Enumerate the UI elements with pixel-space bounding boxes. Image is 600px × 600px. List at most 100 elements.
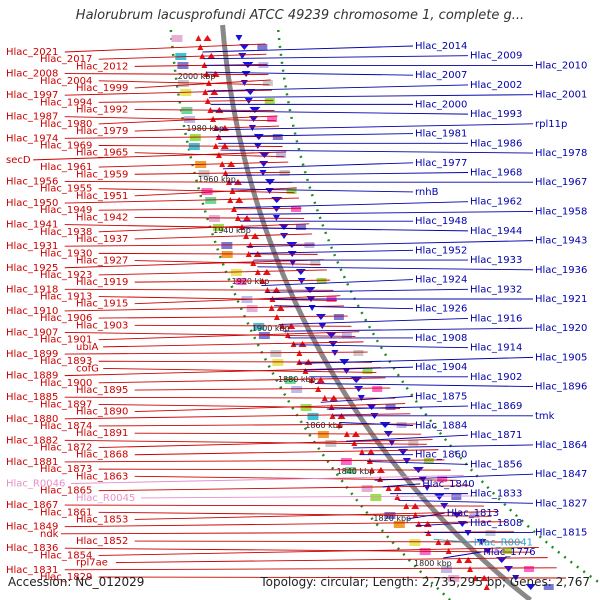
left-label-connector — [140, 495, 478, 499]
feature-box — [275, 152, 286, 158]
right-gene-label: Hlac_1981 — [415, 129, 467, 140]
feature-box — [310, 260, 321, 266]
left-gene-label: Hlac_2017 — [40, 54, 92, 65]
left-label-connector — [98, 80, 270, 86]
left-label-connector — [134, 324, 352, 327]
left-label-connector — [134, 171, 291, 175]
left-gene-label: Hlac_1867 — [6, 500, 58, 511]
reverse-gene-arrow — [258, 152, 270, 158]
left-label-connector — [134, 403, 406, 413]
forward-gene-arrow — [445, 548, 452, 554]
right-label-connector — [205, 71, 414, 76]
right-gene-label: rnhB — [415, 187, 439, 198]
left-gene-label: Hlac_1895 — [76, 385, 128, 396]
feature-box — [188, 143, 200, 150]
left-gene-label: Hlac_1923 — [40, 270, 92, 281]
right-gene-label: Hlac_2010 — [535, 60, 587, 71]
right-gene-label: Hlac_1833 — [470, 489, 522, 500]
right-gene-label: Hlac_2001 — [535, 90, 587, 101]
feature-box — [177, 80, 189, 87]
right-label-connector — [220, 149, 534, 154]
forward-gene-arrow — [316, 377, 325, 383]
right-label-connector — [433, 538, 472, 543]
feature-box — [372, 386, 383, 392]
right-label-connector — [216, 133, 414, 138]
right-label-connector — [225, 172, 469, 176]
right-label-connector — [415, 522, 469, 527]
right-gene-label: Hlac_1871 — [470, 430, 522, 441]
right-gene-label: Hlac_1933 — [470, 255, 522, 266]
right-gene-label: Hlac_1808 — [470, 518, 522, 529]
left-gene-label: Hlac_1927 — [76, 256, 128, 267]
right-label-connector — [261, 279, 414, 286]
left-label-connector — [64, 288, 334, 291]
right-label-connector — [320, 395, 414, 403]
feature-box — [171, 35, 183, 42]
forward-gene-arrow — [268, 305, 275, 311]
forward-gene-arrow — [195, 35, 202, 41]
right-gene-label: Hlac_1978 — [535, 148, 587, 159]
right-gene-label: Hlac_1993 — [470, 109, 522, 120]
feature-box — [258, 62, 269, 68]
left-gene-label: Hlac_2021 — [6, 47, 58, 58]
left-gene-label: Hlac_1915 — [76, 299, 128, 310]
scale-tick-label: 1820 kbp — [373, 514, 411, 523]
left-label-connector — [98, 377, 386, 384]
forward-gene-arrow — [464, 557, 473, 563]
left-gene-label: Hlac_1899 — [6, 349, 58, 360]
reverse-gene-arrow — [418, 476, 428, 482]
right-label-connector — [314, 383, 534, 388]
feature-box — [316, 278, 327, 284]
right-gene-label: Hlac_1936 — [535, 265, 587, 276]
left-gene-label: Hlac_1937 — [76, 234, 128, 245]
feature-box — [408, 440, 419, 446]
reverse-gene-arrow — [240, 80, 248, 86]
reverse-gene-arrow — [241, 71, 251, 77]
left-label-connector — [134, 511, 499, 520]
right-gene-label: Hlac_1896 — [535, 382, 587, 393]
left-gene-label: Hlac_1950 — [6, 198, 58, 209]
left-label-connector — [134, 449, 439, 456]
right-gene-label: Hlac_1813 — [447, 508, 499, 519]
right-gene-label: Hlac_R0041 — [474, 537, 533, 548]
forward-gene-arrow — [467, 566, 474, 572]
left-gene-label: ubiA — [76, 342, 98, 353]
reverse-gene-arrow — [280, 233, 289, 239]
scale-ring-1 — [276, 29, 600, 585]
right-label-connector — [249, 249, 414, 254]
feature-box — [307, 413, 319, 420]
feature-box — [344, 467, 356, 474]
left-gene-label: Hlac_2012 — [76, 61, 128, 72]
feature-box — [291, 386, 303, 393]
scale-tick-label: 1920 kbp — [232, 277, 270, 286]
left-label-connector — [134, 432, 422, 435]
feature-box — [441, 566, 453, 573]
left-label-connector — [64, 89, 272, 96]
left-gene-label: Hlac_1900 — [40, 378, 92, 389]
left-gene-label: Hlac_1913 — [40, 292, 92, 303]
right-label-connector — [326, 405, 469, 410]
feature-box — [485, 530, 496, 536]
left-gene-label: Hlac_1910 — [6, 306, 58, 317]
left-label-connector — [98, 315, 348, 319]
left-gene-label: Hlac_1881 — [6, 457, 58, 468]
left-label-connector — [33, 151, 287, 161]
reverse-gene-arrow — [289, 260, 297, 266]
right-label-connector — [233, 201, 469, 209]
left-gene-label: Hlac_2008 — [6, 69, 58, 80]
right-label-connector — [203, 55, 469, 60]
left-label-connector — [64, 305, 345, 312]
forward-gene-arrow — [336, 422, 343, 428]
left-gene-label: Hlac_2004 — [40, 76, 92, 87]
left-label-connector — [98, 403, 401, 409]
right-label-connector — [443, 551, 482, 559]
left-gene-label: Hlac_1863 — [76, 471, 128, 482]
reverse-gene-arrow — [259, 161, 269, 167]
left-label-connector — [64, 367, 381, 377]
reverse-gene-arrow — [297, 278, 306, 284]
left-gene-label: Hlac_1925 — [6, 263, 58, 274]
forward-gene-arrow — [366, 458, 373, 464]
left-gene-label: Hlac_1961 — [40, 162, 92, 173]
forward-gene-arrow — [238, 224, 245, 230]
left-gene-label: Hlac_1938 — [40, 227, 92, 238]
